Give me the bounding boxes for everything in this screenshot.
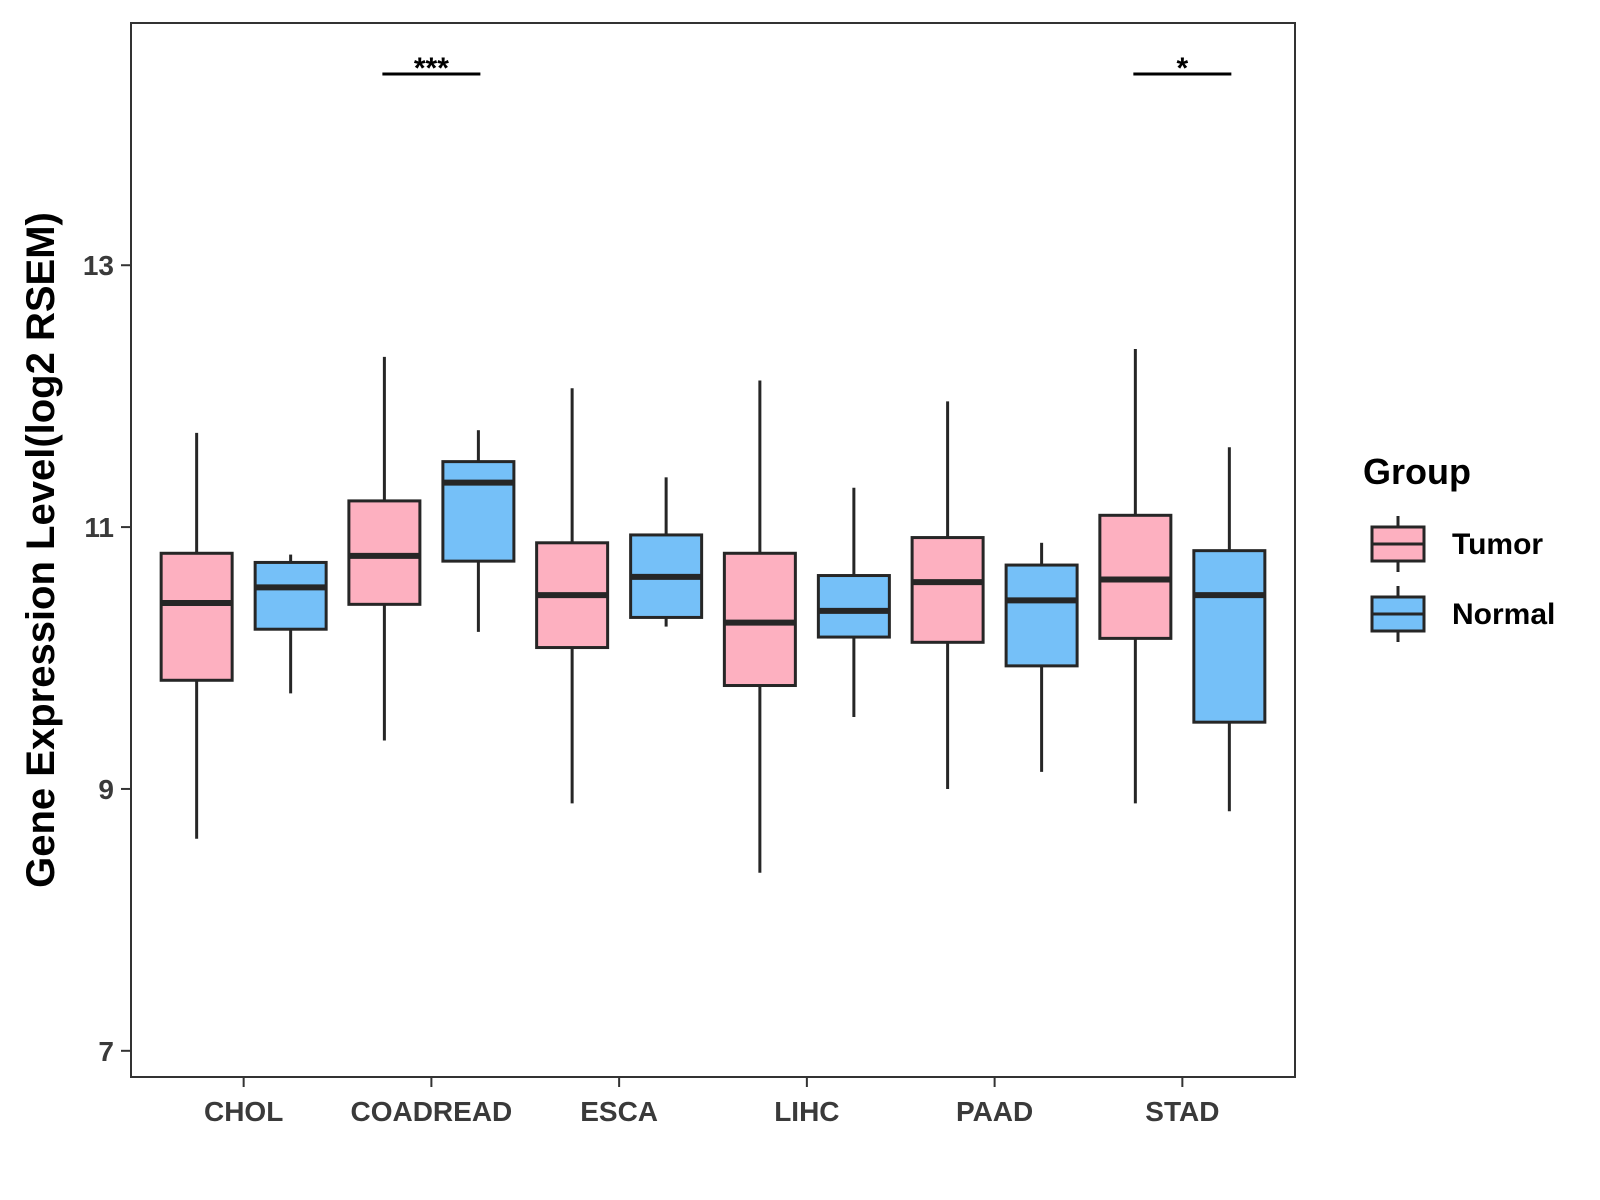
legend-label: Tumor xyxy=(1452,528,1543,561)
box-normal-stad xyxy=(1192,447,1267,812)
box-iqr xyxy=(441,460,516,563)
box-tumor-coadread xyxy=(347,356,422,741)
legend-items: Tumor Normal xyxy=(1370,516,1555,642)
box-iqr xyxy=(816,574,891,639)
box-tumor-esca xyxy=(535,388,610,804)
legend-title: Group xyxy=(1363,451,1471,492)
box-tumor-stad xyxy=(1098,349,1173,804)
box-normal-lihc xyxy=(816,487,891,717)
x-axis: CHOL COADREAD ESCA LIHC PAAD STAD xyxy=(204,1077,1219,1127)
box-normal-coadread xyxy=(441,430,516,632)
legend: Group Tumor Normal xyxy=(1363,451,1555,642)
x-tick-label-lihc: LIHC xyxy=(774,1096,839,1127)
x-tick-label-coadread: COADREAD xyxy=(350,1096,512,1127)
legend-item-normal: Normal xyxy=(1370,586,1555,642)
legend-item-tumor: Tumor xyxy=(1370,516,1543,572)
box-normal-chol xyxy=(253,554,328,694)
y-tick-label: 13 xyxy=(83,250,114,281)
box-tumor-lihc xyxy=(722,380,797,873)
significance-layer: *** * xyxy=(382,52,1232,85)
y-tick-label: 9 xyxy=(98,774,114,805)
box-normal-esca xyxy=(629,477,704,627)
box-iqr xyxy=(347,499,422,606)
significance-label: * xyxy=(1177,52,1189,85)
box-tumor-paad xyxy=(910,401,985,789)
x-tick-label-chol: CHOL xyxy=(204,1096,283,1127)
x-tick-label-paad: PAAD xyxy=(956,1096,1033,1127)
y-tick-label: 7 xyxy=(98,1036,114,1067)
box-tumor-chol xyxy=(159,432,234,839)
box-iqr xyxy=(1004,563,1079,668)
x-tick-label-esca: ESCA xyxy=(580,1096,658,1127)
box-normal-paad xyxy=(1004,542,1079,772)
y-tick-label: 11 xyxy=(84,512,114,543)
box-iqr xyxy=(910,536,985,644)
y-axis: 7 9 11 13 xyxy=(83,250,131,1067)
box-iqr xyxy=(253,560,328,631)
x-tick-label-stad: STAD xyxy=(1145,1096,1219,1127)
box-iqr xyxy=(722,551,797,688)
box-layer xyxy=(159,349,1267,873)
legend-label: Normal xyxy=(1452,598,1555,631)
box-iqr xyxy=(159,551,234,682)
y-axis-title: Gene Expression Level(log2 RSEM) xyxy=(19,212,63,888)
significance-label: *** xyxy=(414,52,449,85)
box-iqr xyxy=(1192,549,1267,724)
